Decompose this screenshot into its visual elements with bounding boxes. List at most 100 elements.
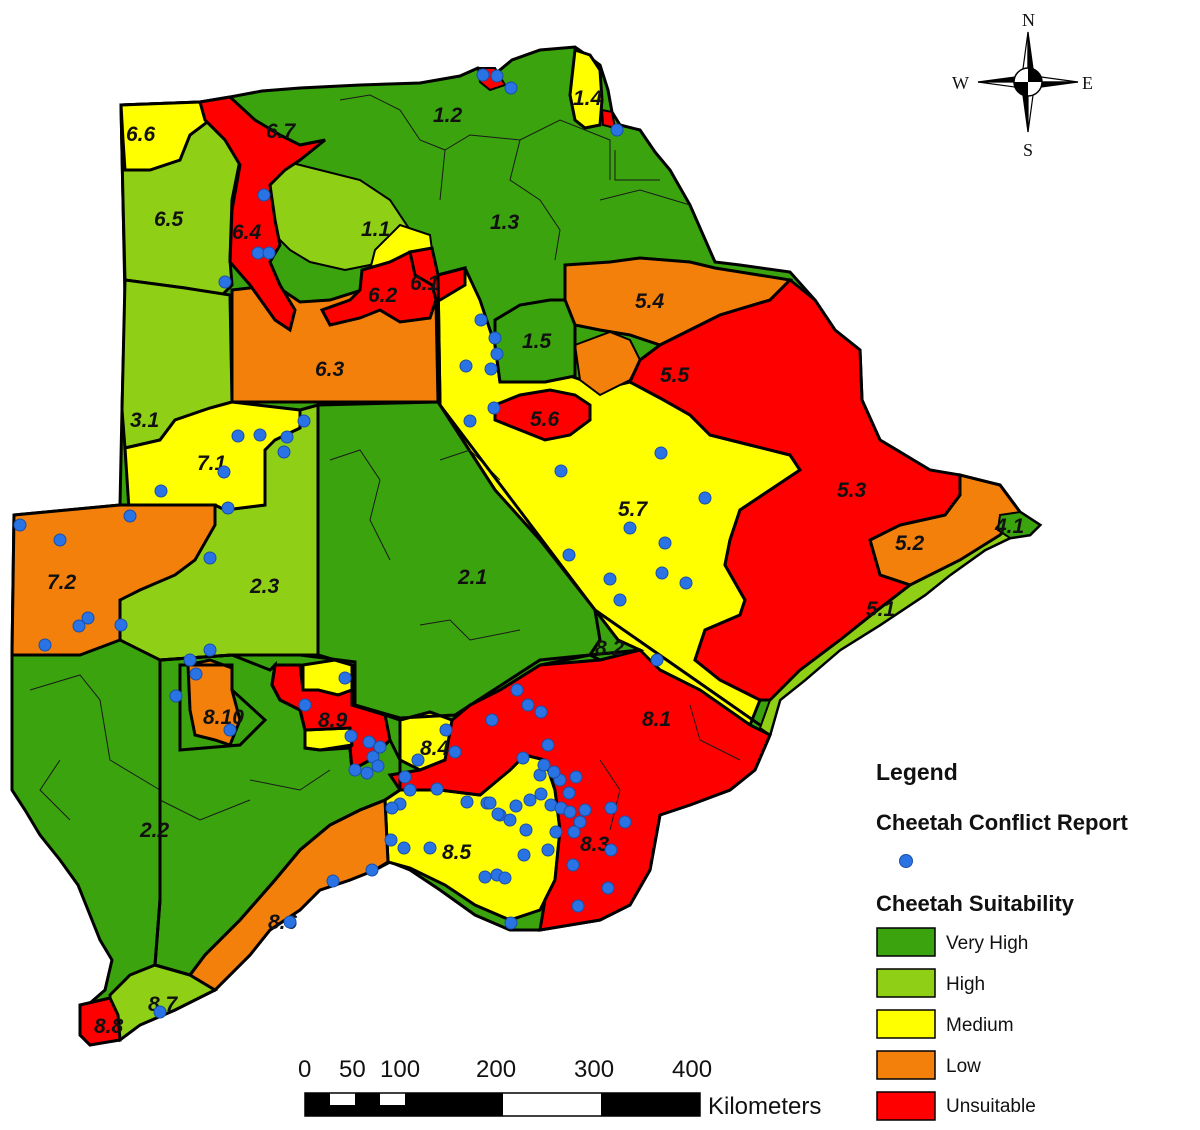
zone-1-4: [568, 47, 604, 130]
zone-8-1: [387, 648, 772, 932]
zone-6-1: [408, 246, 467, 302]
conflict-report-point: [554, 464, 568, 478]
legend-suitability-heading: Cheetah Suitability: [876, 891, 1075, 916]
zone-2-1: [316, 400, 602, 722]
conflict-report-point: [491, 807, 505, 821]
conflict-report-point: [562, 548, 576, 562]
conflict-report-point: [503, 813, 517, 827]
conflict-report-point: [371, 759, 385, 773]
zone-label: 1.4: [573, 87, 603, 110]
zone-label: 8.1: [642, 708, 671, 731]
conflict-report-point: [523, 793, 537, 807]
zone-8-8: [78, 996, 122, 1047]
conflict-report-point: [398, 770, 412, 784]
zone-label: 5.1: [866, 598, 895, 621]
conflict-report-point: [488, 331, 502, 345]
conflict-report-point: [459, 359, 473, 373]
zone-label: 4.1: [994, 515, 1024, 538]
legend-label-very-high: Very High: [946, 933, 1028, 954]
zone-labels: 1.1 1.2 1.3 1.4 1.5 2.1 2.2 2.3 3.1 4.1 …: [47, 87, 1024, 1038]
conflict-report-point: [485, 713, 499, 727]
conflict-report-point: [610, 123, 624, 137]
conflict-report-point: [385, 801, 399, 815]
conflict-report-point: [569, 770, 583, 784]
conflict-report-point: [460, 795, 474, 809]
conflict-report-point: [504, 916, 518, 930]
compass-east: E: [1082, 73, 1093, 93]
conflict-report-point: [217, 465, 231, 479]
conflict-report-point: [123, 509, 137, 523]
conflict-report-point: [430, 782, 444, 796]
conflict-report-point: [262, 246, 276, 260]
legend-label-medium: Medium: [946, 1015, 1014, 1036]
conflict-report-point: [623, 521, 637, 535]
conflict-report-point: [474, 313, 488, 327]
legend-label-high: High: [946, 974, 985, 995]
compass-rose: N S E W: [952, 10, 1093, 160]
zone-5-6: [493, 388, 592, 442]
conflict-report-point: [483, 796, 497, 810]
zone-label: 5.7: [618, 498, 649, 521]
conflict-report-point: [344, 729, 358, 743]
scale-unit: Kilometers: [708, 1093, 821, 1120]
conflict-report-point: [519, 823, 533, 837]
conflict-report-point: [38, 638, 52, 652]
conflict-report-point: [563, 805, 577, 819]
legend-swatch-very-high: [876, 927, 936, 957]
conflict-report-point: [218, 275, 232, 289]
conflict-report-point: [567, 825, 581, 839]
district-boundaries: [153, 274, 761, 966]
conflict-report-point: [154, 484, 168, 498]
conflict-report-point: [487, 401, 501, 415]
conflict-report-point: [439, 723, 453, 737]
scale-bar: 0 50 100 200 300 400 Kilometers: [298, 1056, 821, 1120]
scale-tick-label: 200: [476, 1056, 516, 1083]
conflict-report-point: [423, 841, 437, 855]
conflict-report-point: [604, 843, 618, 857]
zone-label: 5.2: [895, 532, 925, 555]
conflict-report-point: [365, 863, 379, 877]
conflict-report-point: [114, 618, 128, 632]
conflict-report-point: [604, 801, 618, 815]
zone-label: 6.5: [154, 208, 184, 231]
legend-swatch-low: [876, 1050, 936, 1080]
conflict-report-point: [384, 833, 398, 847]
conflict-report-point: [223, 723, 237, 737]
conflict-report-points: [13, 68, 712, 1019]
zone-label: 2.1: [457, 566, 487, 589]
zone-label: 1.3: [490, 211, 520, 234]
zone-label: 8.2: [595, 637, 625, 660]
conflict-report-point: [603, 572, 617, 586]
zone-label: 6.4: [232, 221, 262, 244]
conflict-report-point: [566, 858, 580, 872]
zone-label: 5.3: [837, 479, 867, 502]
conflict-report-point: [257, 188, 271, 202]
conflict-report-point: [251, 246, 265, 260]
zone-label: 5.5: [660, 364, 690, 387]
conflict-report-point: [476, 68, 490, 82]
scale-tick-label: 100: [380, 1056, 420, 1083]
legend-swatch-medium: [876, 1009, 936, 1039]
compass-south: S: [1023, 140, 1033, 160]
conflict-report-point: [463, 414, 477, 428]
conflict-report-point: [562, 786, 576, 800]
legend-swatch-high: [876, 968, 936, 998]
legend-point-symbol: [899, 854, 913, 868]
conflict-report-point: [534, 705, 548, 719]
conflict-report-point: [601, 881, 615, 895]
zone-label: 1.1: [361, 218, 390, 241]
conflict-report-point: [81, 611, 95, 625]
conflict-report-point: [573, 815, 587, 829]
conflict-report-point: [517, 848, 531, 862]
compass-north: N: [1022, 10, 1035, 30]
conflict-report-point: [153, 1005, 167, 1019]
conflict-report-point: [411, 753, 425, 767]
conflict-report-point: [403, 783, 417, 797]
conflict-report-point: [203, 643, 217, 657]
legend-points-heading: Cheetah Conflict Report: [876, 810, 1128, 835]
conflict-report-point: [504, 81, 518, 95]
conflict-report-point: [297, 414, 311, 428]
conflict-report-point: [658, 536, 672, 550]
zone-label: 3.1: [130, 409, 159, 432]
